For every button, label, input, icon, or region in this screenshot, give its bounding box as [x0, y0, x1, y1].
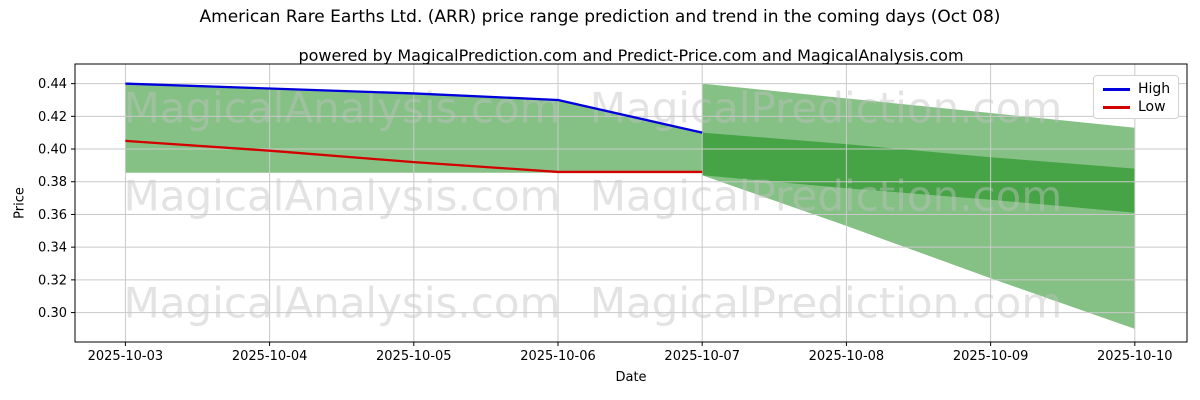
legend-item-high: High: [1103, 80, 1178, 98]
x-axis-label: Date: [615, 370, 647, 385]
legend: High Low: [1093, 75, 1179, 119]
svg-text:2025-10-07: 2025-10-07: [664, 349, 740, 364]
svg-text:2025-10-06: 2025-10-06: [520, 349, 596, 364]
high-line-swatch: [1103, 87, 1130, 91]
svg-text:2025-10-08: 2025-10-08: [809, 349, 885, 364]
svg-text:0.34: 0.34: [38, 241, 67, 256]
svg-text:0.42: 0.42: [38, 110, 67, 125]
svg-text:0.44: 0.44: [38, 77, 67, 92]
chart-title: American Rare Earths Ltd. (ARR) price ra…: [199, 7, 1001, 27]
legend-label-low: Low: [1138, 99, 1166, 115]
watermark-magicalprediction: MagicalPrediction.com: [589, 278, 1063, 328]
svg-text:2025-10-03: 2025-10-03: [88, 349, 164, 364]
watermark-magicalanalysis: MagicalAnalysis.com: [123, 278, 561, 328]
svg-text:0.32: 0.32: [38, 273, 67, 288]
y-axis-label: Price: [12, 187, 28, 219]
watermark-magicalanalysis: MagicalAnalysis.com: [123, 171, 561, 221]
svg-text:0.40: 0.40: [38, 143, 67, 158]
svg-text:2025-10-05: 2025-10-05: [376, 349, 452, 364]
svg-text:0.30: 0.30: [38, 306, 67, 321]
svg-text:2025-10-10: 2025-10-10: [1097, 349, 1173, 364]
svg-text:2025-10-09: 2025-10-09: [953, 349, 1029, 364]
svg-text:2025-10-04: 2025-10-04: [232, 349, 308, 364]
low-line-swatch: [1103, 105, 1130, 109]
svg-text:0.36: 0.36: [38, 208, 67, 223]
watermark-magicalprediction: MagicalPrediction.com: [589, 171, 1063, 221]
svg-text:0.38: 0.38: [38, 175, 67, 190]
legend-label-high: High: [1138, 81, 1171, 97]
chart-subtitle: powered by MagicalPrediction.com and Pre…: [298, 46, 964, 65]
legend-item-low: Low: [1103, 98, 1178, 116]
